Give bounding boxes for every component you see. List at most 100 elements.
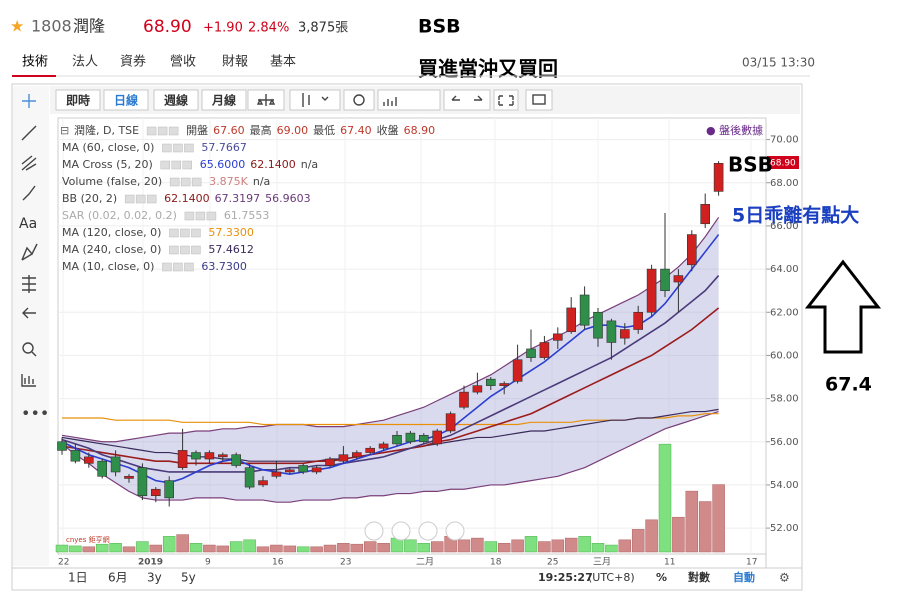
star-icon[interactable]: ★ [10, 17, 24, 36]
indicator-control[interactable] [162, 262, 172, 272]
scroll-right[interactable] [445, 521, 465, 541]
indicator-control[interactable] [168, 126, 179, 136]
scale-icon [256, 94, 276, 106]
y-tick-label: 68.00 [770, 178, 799, 189]
indicator-control[interactable] [135, 194, 146, 204]
period-button[interactable] [201, 89, 247, 111]
candle-body [459, 391, 469, 408]
indicator-control[interactable] [146, 126, 157, 136]
period-button[interactable] [103, 89, 149, 111]
range-button[interactable]: 6月 [108, 571, 128, 585]
period-button[interactable] [153, 89, 199, 111]
pattern-icon[interactable] [21, 243, 38, 261]
indicator-control[interactable] [180, 228, 190, 238]
indicator-control[interactable] [124, 194, 135, 204]
crosshair-icon[interactable] [22, 94, 36, 108]
indicator-line [61, 275, 720, 473]
reset[interactable] [418, 521, 438, 541]
indicator-control[interactable] [171, 160, 181, 170]
candle-body [405, 432, 416, 443]
candle-body [619, 329, 630, 339]
volume-bar [229, 541, 243, 553]
bottom-auto[interactable]: 自動 [733, 570, 755, 584]
tab[interactable]: 財報 [222, 55, 248, 70]
text-tool[interactable]: Aa [19, 216, 37, 232]
tab[interactable]: 資券 [120, 54, 146, 70]
settings-button[interactable] [343, 89, 375, 111]
indicator-control[interactable] [191, 245, 201, 255]
more-icon[interactable]: ••• [21, 404, 49, 423]
annotation-subtitle: 買進當沖又買回 [418, 57, 558, 81]
bottom-pct[interactable]: % [656, 571, 667, 584]
undo-redo[interactable] [443, 89, 491, 111]
indicator-control[interactable] [169, 245, 179, 255]
range-button[interactable]: 3y [147, 571, 162, 585]
volume-bar [363, 541, 377, 553]
candle-body [191, 452, 201, 460]
indicator-control[interactable] [184, 143, 194, 153]
indicator-control[interactable] [180, 245, 190, 255]
indicator-text: 68.90 [404, 124, 436, 137]
back-icon[interactable] [22, 307, 36, 319]
volume-bar [350, 543, 364, 553]
range-button[interactable]: 5y [181, 571, 196, 585]
x-tick-label: 22 [58, 558, 69, 568]
volume-bar [430, 541, 444, 553]
range-button[interactable]: 1日 [68, 571, 88, 585]
x-tick-label: 2019 [138, 558, 163, 568]
tab[interactable]: 營收 [170, 55, 196, 70]
zoom-out[interactable] [391, 521, 411, 541]
indicator-control[interactable] [182, 160, 192, 170]
indicator-control[interactable] [206, 211, 217, 221]
candle-body [218, 454, 228, 458]
indicator-control[interactable] [184, 211, 195, 221]
zoom-icon[interactable] [22, 342, 34, 354]
toolbar-icons [247, 89, 553, 111]
tab[interactable]: 基本 [270, 55, 296, 70]
indicator-control[interactable] [184, 262, 194, 272]
brush-icon[interactable] [22, 185, 36, 201]
volume: 3,875張 [298, 21, 348, 36]
candle-body [177, 450, 188, 468]
measure-icon[interactable] [21, 374, 36, 387]
indicator-button[interactable] [377, 89, 441, 111]
tab[interactable]: 法人 [72, 55, 98, 70]
tab[interactable]: 技術 [22, 55, 48, 70]
indicator-control[interactable] [191, 177, 202, 187]
indicator-control[interactable] [169, 228, 179, 238]
indicator-control[interactable] [160, 160, 170, 170]
chart-type-button[interactable] [289, 89, 341, 111]
indicator-icon [383, 97, 397, 106]
indicator-text: 收盤 [377, 123, 399, 137]
candle-body [646, 268, 657, 313]
line-icon[interactable] [21, 125, 37, 141]
fork-icon[interactable] [21, 155, 37, 171]
volume-bar [310, 546, 323, 553]
indicator-control[interactable] [195, 211, 206, 221]
indicator-control[interactable] [173, 262, 183, 272]
volume-bar [551, 539, 565, 553]
indicator-control[interactable] [173, 143, 183, 153]
indicator-text: SAR (0.02, 0.02, 0.2) [62, 209, 177, 222]
x-tick-label: 25 [547, 558, 558, 568]
settings-icon[interactable]: ⚙ [779, 571, 790, 585]
indicator-control[interactable] [162, 143, 172, 153]
indicator-control[interactable] [191, 228, 201, 238]
indicator-control[interactable] [146, 194, 157, 204]
bottom-log[interactable]: 對數 [688, 570, 710, 584]
volume-bar [109, 543, 122, 553]
scroll-left[interactable] [364, 521, 384, 541]
indicator-control[interactable] [157, 126, 168, 136]
period-button[interactable] [55, 89, 101, 111]
x-tick-label: 16 [272, 558, 284, 568]
indicator-control[interactable] [169, 177, 180, 187]
fib-icon[interactable] [22, 275, 36, 293]
candle-body [284, 469, 295, 473]
stock-code: 1808 [31, 17, 72, 36]
indicator-text: BB (20, 2) [62, 192, 117, 205]
indicator-control[interactable] [180, 177, 191, 187]
candle-body [351, 452, 362, 458]
volume-bar [337, 543, 350, 553]
fullscreen-button[interactable] [493, 89, 519, 111]
camera-button[interactable] [525, 89, 553, 111]
